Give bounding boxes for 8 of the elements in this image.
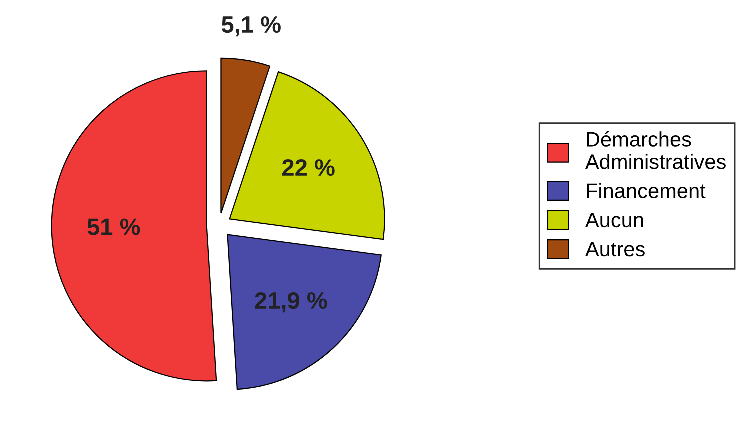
legend-label: Autres <box>585 242 645 257</box>
data-label: 5,1 % <box>222 16 281 37</box>
legend-label: Démarches Administratives <box>585 131 726 170</box>
legend-label: Aucun <box>585 213 644 228</box>
data-label: 21,9 % <box>255 292 328 313</box>
legend-label: Financement <box>587 183 706 198</box>
data-label: 22 % <box>282 159 335 176</box>
data-label: 51 % <box>88 218 140 236</box>
